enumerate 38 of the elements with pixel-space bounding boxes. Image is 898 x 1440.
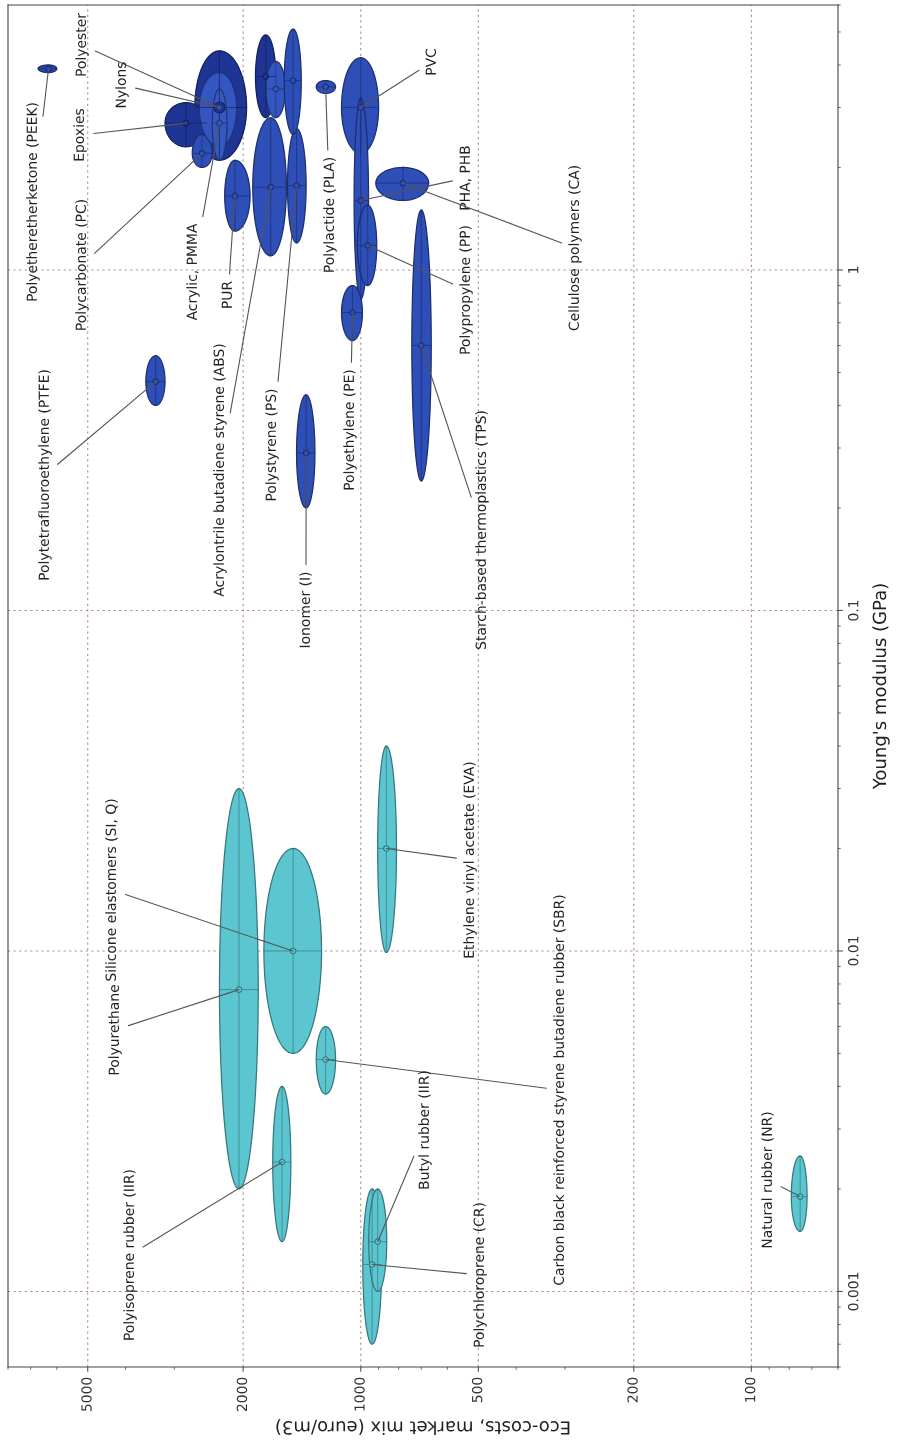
annotation: Natural rubber (NR) (761, 1112, 774, 1248)
annotation: Polypropylene (PP) (459, 226, 473, 354)
annotation: Polychloroprene (CR) (473, 1203, 487, 1347)
y-tick-label: 1 (848, 266, 859, 273)
annotation: Polyethylene (PE) (343, 370, 357, 490)
annotation: Polyurethane (108, 985, 122, 1075)
annotation: Polystyrene (PS) (265, 389, 279, 501)
annotation: Polyetheretherketone (PEEK) (26, 103, 40, 301)
annotation: Nylons (115, 62, 129, 108)
annotation: PVC (425, 48, 437, 75)
annotation: Butyl rubber (IIR) (418, 1071, 432, 1189)
annotation: Cellulose polymers (CA) (568, 166, 582, 331)
y-tick-label: 0.1 (847, 600, 859, 621)
annotation: Carbon black reinforced styrene butadiene rubber (SBR) (553, 895, 567, 1285)
x-tick-label: 1000 (354, 1377, 365, 1411)
annotation: PHA, PHB (459, 146, 472, 210)
x-tick-label: 500 (471, 1377, 483, 1403)
annotation: Starch-based thermoplastics (TPS) (475, 411, 489, 649)
annotation: Epoxies (73, 108, 87, 161)
x-tick-label: 200 (627, 1377, 638, 1403)
annotation: Acrylontrile butadiene styrene (ABS) (213, 344, 227, 597)
annotation: Polycarbonate (PC) (75, 200, 89, 330)
x-tick-label: 2000 (236, 1377, 248, 1412)
annotation: Polyisoprene rubber (IIR) (123, 1170, 137, 1340)
annotation: Polyester (75, 13, 89, 76)
annotation: Silicone elastomers (SI, Q) (105, 799, 118, 981)
annotation: Ethylene vinyl acetate (EVA) (463, 762, 477, 958)
annotation: Polytetrafluoroethylene (PTFE) (38, 370, 52, 580)
annotation: Polylactide (PLA) (323, 158, 337, 272)
x-tick-label: 100 (744, 1377, 756, 1402)
annotation: PUR (221, 281, 233, 308)
x-axis-title: Eco-costs, market mix (euro/m3) (276, 1419, 570, 1436)
x-tick-label: 5000 (81, 1377, 92, 1411)
y-tick-label: 0.01 (847, 936, 859, 966)
y-axis-title: Young's modulus (GPa) (872, 584, 890, 790)
annotation: Ionomer (I) (299, 572, 312, 648)
annotation: Acrylic, PMMA (186, 223, 200, 321)
y-tick-label: 0.001 (847, 1272, 859, 1311)
